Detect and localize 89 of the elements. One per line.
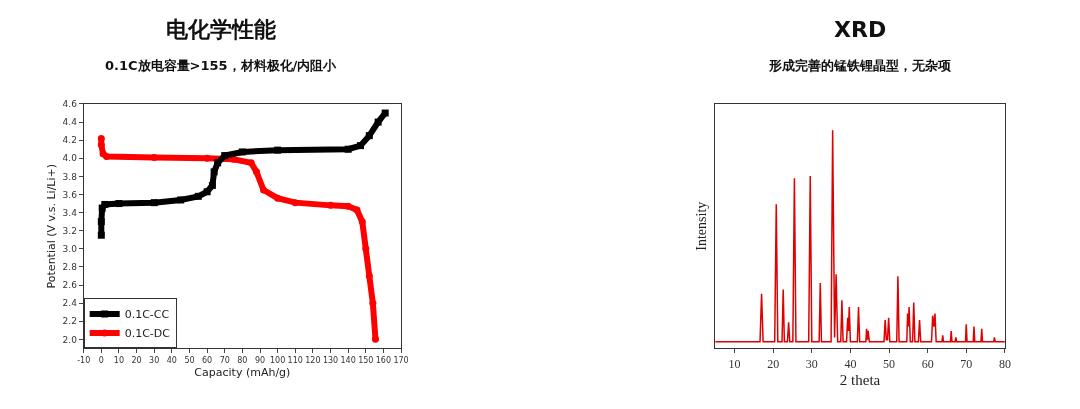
x-tick-label: 20 <box>131 356 142 365</box>
point <box>214 159 222 167</box>
x-tick-label: 140 <box>340 356 356 365</box>
x-tick-label: 170 <box>393 356 409 365</box>
point <box>365 132 373 140</box>
point <box>97 141 105 149</box>
x-tick-label: 130 <box>322 356 339 365</box>
x-tick-label: 60 <box>921 356 934 371</box>
x-tick-label: 50 <box>883 356 896 371</box>
y-tick-label: 2.8 <box>62 262 78 273</box>
x-axis-title: Capacity (mAh/g) <box>194 366 291 380</box>
point <box>381 109 389 117</box>
point <box>247 159 255 167</box>
x-tick-label: 40 <box>844 356 857 371</box>
point <box>357 142 364 150</box>
point <box>230 155 238 163</box>
point <box>344 202 352 210</box>
point <box>97 134 105 142</box>
y-tick-label: 4.0 <box>62 153 78 164</box>
point <box>203 154 211 162</box>
y-tick-label: 4.2 <box>62 135 77 146</box>
x-tick-label: 0 <box>98 356 104 365</box>
point <box>369 299 377 307</box>
y-tick-label: 2.2 <box>62 316 77 327</box>
y-axis-title: Potential (V v.s. Li/Li+) <box>45 163 59 289</box>
point <box>103 152 111 160</box>
point <box>374 118 382 126</box>
x-tick-label: 110 <box>287 356 303 365</box>
x-tick-label: 50 <box>184 356 195 365</box>
y-tick-label: 3.4 <box>62 207 78 218</box>
x-tick-label: 10 <box>113 356 125 365</box>
point <box>291 199 299 207</box>
x-tick-label: 20 <box>767 356 780 371</box>
point <box>97 231 105 239</box>
point <box>260 186 268 194</box>
x-tick-label: 80 <box>998 356 1011 371</box>
point <box>115 200 123 208</box>
point <box>210 168 218 176</box>
point <box>362 245 370 253</box>
point <box>194 192 202 200</box>
x-tick-label: 150 <box>358 356 374 365</box>
y-tick-label: 4.4 <box>62 117 78 128</box>
x-tick-label: 30 <box>805 356 818 371</box>
y-tick-label: 4.6 <box>62 99 78 110</box>
chart-subtitle: 形成完善的锰铁锂晶型，无杂项 <box>768 58 952 73</box>
y-tick-label: 3.0 <box>62 243 78 254</box>
x-tick-label: 70 <box>960 356 973 371</box>
y-tick-label: 3.8 <box>62 171 78 182</box>
point <box>353 206 361 214</box>
point <box>150 199 158 207</box>
point <box>238 148 246 156</box>
y-tick-label: 3.6 <box>62 189 78 200</box>
x-tick-label: -10 <box>77 356 91 365</box>
x-tick-label: 30 <box>149 356 160 365</box>
point <box>221 152 229 160</box>
point <box>274 194 282 202</box>
y-axis-title: Intensity <box>693 201 709 251</box>
chart-subtitle: 0.1C放电容量>155，材料极化/内阻小 <box>105 58 338 73</box>
x-tick-label: 100 <box>269 356 286 365</box>
point <box>150 153 158 161</box>
point <box>371 335 379 343</box>
legend-label: 0.1C-DC <box>124 327 171 341</box>
x-tick-label: 60 <box>202 356 213 365</box>
point <box>274 146 282 154</box>
point <box>177 196 185 204</box>
y-tick-label: 2.6 <box>62 280 78 291</box>
y-tick-label: 3.2 <box>62 225 77 236</box>
x-axis-title: 2 theta <box>839 371 881 388</box>
x-tick-label: 120 <box>305 356 321 365</box>
point <box>365 272 373 280</box>
x-tick-label: 90 <box>254 356 266 365</box>
x-tick-label: 10 <box>728 356 741 371</box>
chart-title: XRD <box>834 17 887 42</box>
chart-title: 电化学性能 <box>166 17 276 42</box>
x-tick-label: 40 <box>166 356 177 365</box>
point <box>327 201 335 209</box>
point <box>252 168 260 176</box>
point <box>203 188 211 196</box>
x-tick-label: 160 <box>375 356 392 365</box>
x-tick-label: 80 <box>237 356 248 365</box>
y-tick-label: 2.4 <box>62 298 78 309</box>
x-tick-label: 70 <box>219 356 230 365</box>
point <box>344 145 352 153</box>
y-tick-label: 2.0 <box>62 334 78 345</box>
point <box>101 200 109 208</box>
point <box>97 218 105 226</box>
point <box>358 218 366 226</box>
point <box>208 181 216 189</box>
legend-label: 0.1C-CC <box>124 308 170 322</box>
